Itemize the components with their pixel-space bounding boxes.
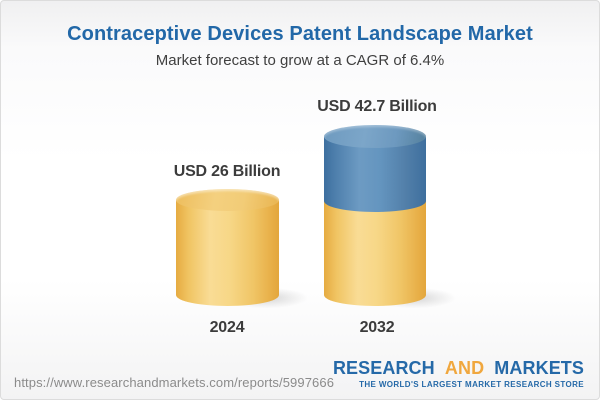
cylinder-bar-2024 <box>176 189 279 306</box>
logo-tagline: THE WORLD'S LARGEST MARKET RESEARCH STOR… <box>359 379 584 389</box>
logo-word-markets: MARKETS <box>494 358 584 378</box>
cylinder-segment-base <box>324 201 426 306</box>
cylinder-bar-2032 <box>324 125 426 306</box>
report-url: https://www.researchandmarkets.com/repor… <box>14 375 335 390</box>
x-axis-label-2024: 2024 <box>209 319 245 336</box>
x-axis-label-2032: 2032 <box>359 319 395 336</box>
page-title: Contraceptive Devices Patent Landscape M… <box>67 23 533 45</box>
research-and-markets-logo: RESEARCH AND MARKETS THE WORLD'S LARGEST… <box>333 359 584 389</box>
cylinder-top-face <box>324 125 426 148</box>
value-label-2024: USD 26 Billion <box>173 163 281 180</box>
cylinder-top-face <box>176 189 279 211</box>
logo-wordmark: RESEARCH AND MARKETS <box>333 359 584 378</box>
cylinder-body-gold <box>176 200 279 306</box>
page-subtitle: Market forecast to grow at a CAGR of 6.4… <box>155 52 445 69</box>
logo-word-research: RESEARCH <box>332 358 435 378</box>
logo-word-and: AND <box>444 358 485 378</box>
value-label-2032: USD 42.7 Billion <box>317 98 437 115</box>
